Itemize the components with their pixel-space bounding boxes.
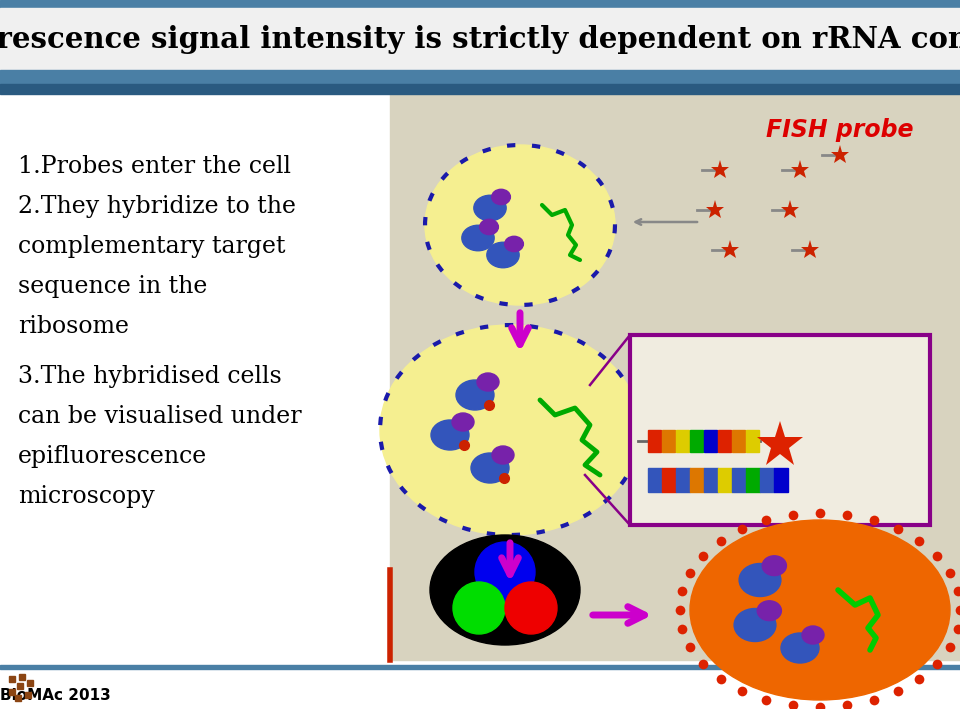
Bar bbox=[630, 335, 930, 525]
Ellipse shape bbox=[757, 601, 781, 620]
Bar bbox=[676, 430, 689, 452]
Bar bbox=[676, 468, 690, 492]
Text: BioMAc 2013: BioMAc 2013 bbox=[0, 688, 110, 703]
Ellipse shape bbox=[487, 242, 519, 268]
Bar bbox=[732, 430, 745, 452]
Ellipse shape bbox=[690, 520, 950, 700]
Ellipse shape bbox=[431, 420, 469, 450]
Text: FISH probe: FISH probe bbox=[766, 118, 914, 142]
Bar bbox=[746, 468, 760, 492]
Text: Fluorescence signal intensity is strictly dependent on rRNA content: Fluorescence signal intensity is strictl… bbox=[0, 25, 960, 53]
Circle shape bbox=[505, 582, 557, 634]
Text: 3.The hybridised cells: 3.The hybridised cells bbox=[18, 365, 281, 388]
Text: ribosome: ribosome bbox=[18, 315, 129, 338]
Bar bbox=[0, 84, 960, 94]
Bar bbox=[662, 430, 675, 452]
Bar bbox=[718, 468, 732, 492]
Ellipse shape bbox=[380, 325, 640, 535]
Bar bbox=[0, 8, 960, 70]
Ellipse shape bbox=[492, 446, 514, 464]
Bar bbox=[746, 430, 759, 452]
Bar bbox=[774, 468, 788, 492]
Text: 1.Probes enter the cell: 1.Probes enter the cell bbox=[18, 155, 291, 178]
Ellipse shape bbox=[425, 145, 615, 305]
Ellipse shape bbox=[762, 556, 786, 576]
Ellipse shape bbox=[430, 535, 580, 645]
Bar bbox=[690, 468, 704, 492]
Bar bbox=[732, 468, 746, 492]
Bar bbox=[0, 665, 960, 669]
Circle shape bbox=[453, 582, 505, 634]
Ellipse shape bbox=[492, 189, 511, 205]
Bar bbox=[760, 468, 774, 492]
Ellipse shape bbox=[802, 626, 824, 644]
Bar bbox=[648, 430, 661, 452]
Ellipse shape bbox=[471, 453, 509, 483]
Text: complementary target: complementary target bbox=[18, 235, 285, 258]
Bar bbox=[390, 94, 960, 660]
Ellipse shape bbox=[781, 633, 819, 663]
Ellipse shape bbox=[739, 564, 780, 596]
Bar bbox=[0, 665, 960, 709]
Ellipse shape bbox=[456, 380, 494, 410]
Ellipse shape bbox=[734, 608, 776, 642]
Circle shape bbox=[475, 542, 535, 602]
Ellipse shape bbox=[505, 236, 523, 252]
Bar bbox=[0, 70, 960, 84]
Bar bbox=[704, 430, 717, 452]
Bar bbox=[662, 468, 676, 492]
Bar bbox=[718, 430, 731, 452]
Ellipse shape bbox=[452, 413, 474, 431]
Ellipse shape bbox=[480, 219, 498, 235]
Bar bbox=[648, 468, 662, 492]
Bar bbox=[0, 0, 960, 8]
Text: sequence in the: sequence in the bbox=[18, 275, 207, 298]
Text: 2.They hybridize to the: 2.They hybridize to the bbox=[18, 195, 296, 218]
Bar bbox=[690, 430, 703, 452]
Ellipse shape bbox=[477, 373, 499, 391]
Text: can be visualised under: can be visualised under bbox=[18, 405, 301, 428]
Text: microscopy: microscopy bbox=[18, 485, 155, 508]
Text: epifluorescence: epifluorescence bbox=[18, 445, 207, 468]
Bar bbox=[704, 468, 718, 492]
Ellipse shape bbox=[462, 225, 494, 251]
Ellipse shape bbox=[474, 195, 506, 220]
